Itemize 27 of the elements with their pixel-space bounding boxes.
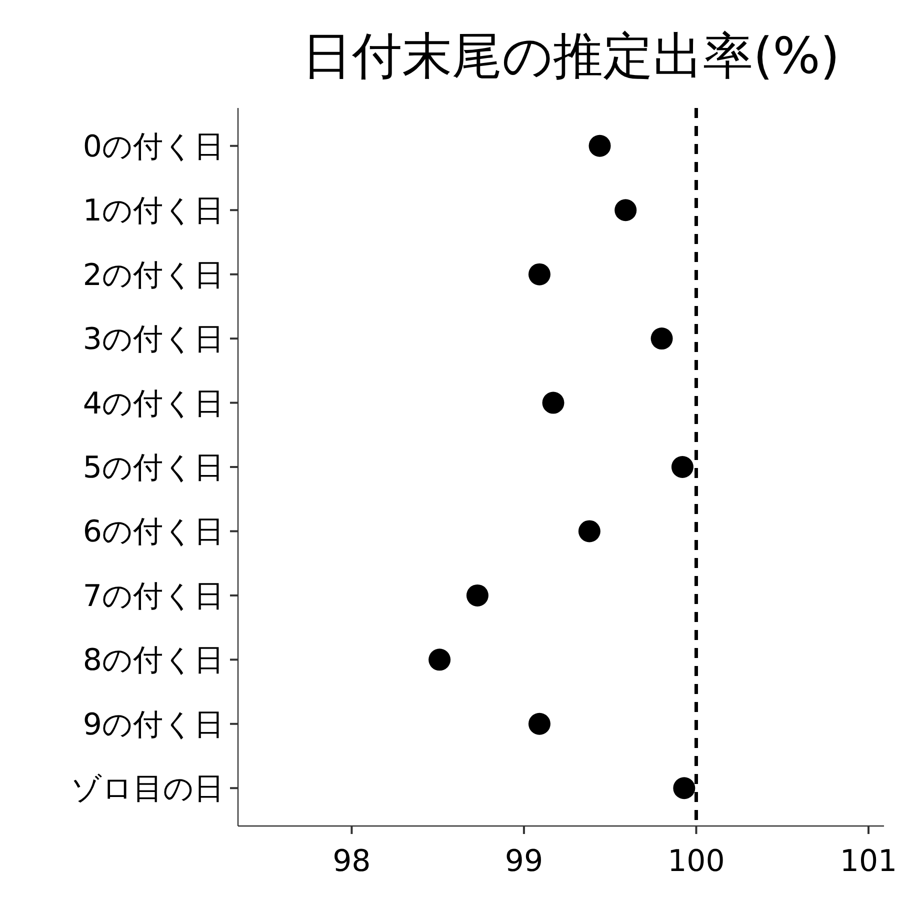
point [671, 456, 694, 478]
y-tick-label: 4の付く日 [82, 386, 224, 422]
y-tick-label: 3の付く日 [82, 322, 224, 358]
point [588, 134, 611, 157]
point [528, 263, 550, 286]
y-tick-label: ゾロ目の日 [71, 772, 224, 807]
y-tick-label: 9の付く日 [82, 707, 224, 742]
y-tick-label: 8の付く日 [82, 643, 224, 678]
point [528, 712, 550, 735]
y-tick-label: 2の付く日 [82, 258, 224, 293]
point [614, 199, 637, 222]
y-tick-label: 6の付く日 [82, 514, 224, 550]
x-tick-label: 101 [840, 844, 898, 879]
x-tick-label: 99 [504, 844, 544, 879]
point [650, 328, 673, 350]
x-tick-label: 100 [668, 844, 725, 879]
point [673, 777, 696, 800]
x-tick-label: 98 [332, 844, 371, 879]
point [466, 584, 488, 606]
y-tick-label: 7の付く日 [82, 578, 224, 614]
point [578, 520, 600, 542]
chart-title: 日付末尾の推定出率(%) [302, 27, 840, 85]
y-tick-label: 0の付く日 [82, 129, 224, 164]
point [428, 648, 451, 671]
y-tick-label: 5の付く日 [82, 450, 224, 486]
y-tick-label: 1の付く日 [82, 194, 224, 229]
point [542, 392, 564, 414]
